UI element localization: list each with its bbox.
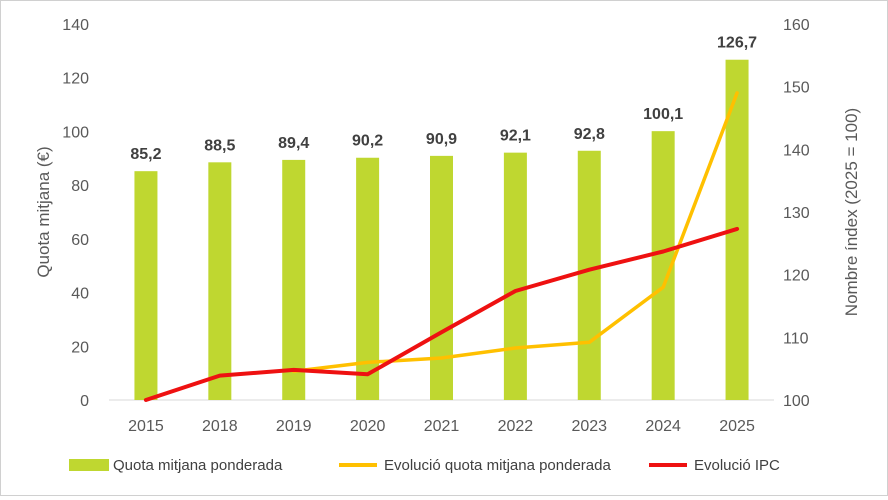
x-tick-label: 2015 (128, 418, 164, 435)
left-tick-label: 20 (71, 339, 89, 356)
right-axis-ticks: 100 110 120 130 140 150 160 (783, 17, 810, 410)
x-tick-label: 2020 (350, 418, 386, 435)
right-tick-label: 150 (783, 80, 810, 97)
line-series (143, 91, 740, 402)
legend-label: Evolució quota mitjana ponderada (384, 457, 611, 474)
left-tick-label: 120 (62, 71, 89, 88)
series-line (143, 226, 740, 402)
bar-data-label: 85,2 (130, 146, 161, 163)
left-axis-ticks: 0 20 40 60 80 100 120 140 (62, 17, 89, 410)
legend: Quota mitjana ponderada Evolució quota mi… (69, 457, 780, 474)
x-tick-label: 2025 (719, 418, 755, 435)
right-axis-title: Nombre índex (2025 = 100) (842, 108, 861, 316)
bar-data-label: 92,8 (574, 126, 605, 143)
right-tick-label: 140 (783, 142, 810, 159)
right-tick-label: 160 (783, 17, 810, 34)
series-line (291, 91, 739, 373)
bar (430, 155, 453, 400)
bar-data-label: 90,9 (426, 131, 457, 148)
bar-data-label: 126,7 (717, 35, 757, 52)
bar-data-label: 88,5 (204, 137, 235, 154)
right-tick-label: 100 (783, 393, 810, 410)
bar (503, 152, 527, 400)
bar (208, 162, 232, 400)
x-axis-ticks: 2015 2018 2019 2020 2021 2022 2023 2024 2025 (128, 418, 755, 435)
right-tick-label: 110 (783, 330, 809, 347)
x-tick-label: 2023 (571, 418, 607, 435)
legend-label: Evolució IPC (694, 457, 780, 474)
bar (282, 159, 306, 400)
left-tick-label: 40 (71, 286, 89, 303)
legend-label: Quota mitjana ponderada (113, 457, 283, 474)
bar-data-label: 90,2 (352, 133, 383, 150)
left-axis-title: Quota mitjana (€) (34, 146, 53, 277)
left-tick-label: 60 (71, 232, 89, 249)
x-tick-label: 2019 (276, 418, 312, 435)
bar-data-label: 89,4 (278, 135, 309, 152)
left-tick-label: 100 (62, 124, 89, 141)
left-tick-label: 80 (71, 178, 89, 195)
right-tick-label: 130 (783, 205, 810, 222)
x-tick-label: 2018 (202, 418, 238, 435)
bar-data-labels: 85,2 88,5 89,4 90,2 90,9 92,1 92,8 100,1 126,7 (130, 35, 757, 163)
x-tick-label: 2021 (424, 418, 460, 435)
bar (577, 150, 601, 400)
left-tick-label: 140 (62, 17, 89, 34)
x-tick-label: 2024 (645, 418, 681, 435)
bar (651, 131, 675, 400)
bar (356, 157, 380, 400)
bar-data-label: 100,1 (643, 106, 683, 123)
bar (134, 171, 158, 400)
bar-data-label: 92,1 (500, 128, 531, 145)
right-tick-label: 120 (783, 268, 810, 285)
left-tick-label: 0 (80, 393, 89, 410)
x-tick-label: 2022 (498, 418, 534, 435)
legend-swatch-bar (69, 459, 109, 471)
